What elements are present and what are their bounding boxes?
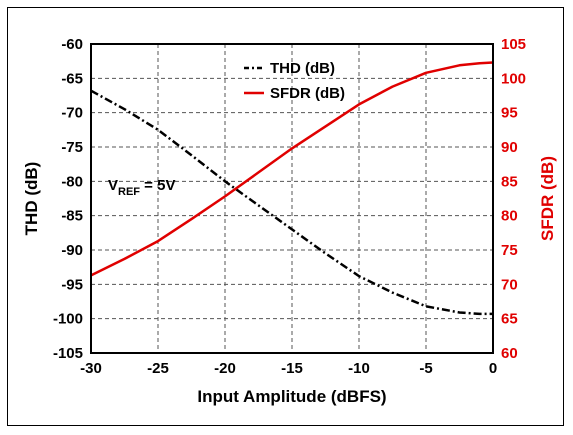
x-tick-label: -20: [214, 360, 236, 377]
y-left-tick-label: -75: [61, 139, 83, 156]
x-tick-label: -30: [80, 360, 102, 377]
series: [90, 61, 494, 316]
legend: THD (dB) SFDR (dB): [244, 60, 345, 102]
y-left-tick-label: -90: [61, 242, 83, 259]
y-right-tick-label: 65: [501, 311, 518, 328]
vref-main: V: [108, 177, 118, 194]
y-axis-label-left: THD (dB): [22, 162, 41, 236]
legend-label-1: SFDR (dB): [270, 85, 345, 102]
x-axis-label: Input Amplitude (dBFS): [197, 387, 386, 406]
x-tick-label: -10: [348, 360, 370, 377]
y-left-tick-label: -80: [61, 173, 83, 190]
grid: [91, 44, 493, 353]
y-left-tick-label: -85: [61, 208, 83, 225]
y-left-tick-label: -60: [61, 36, 83, 53]
y-right-tick-label: 85: [501, 173, 518, 190]
y-right-tick-label: 60: [501, 345, 518, 362]
x-tick-label: -15: [281, 360, 303, 377]
plot-area: [90, 43, 494, 354]
vref-subscript: REF: [118, 186, 140, 198]
y-right-tick-label: 75: [501, 242, 518, 259]
y-left-tick-label: -95: [61, 276, 83, 293]
y-left-tick-label: -70: [61, 105, 83, 122]
legend-label-0: THD (dB): [270, 60, 335, 77]
y-right-tick-label: 90: [501, 139, 518, 156]
x-tick-label: -25: [147, 360, 169, 377]
y-left-tick-label: -105: [53, 345, 83, 362]
figure-frame: [7, 7, 564, 426]
y-right-tick-label: 95: [501, 105, 518, 122]
series-line-0: [90, 89, 493, 316]
y-axis-label-right: SFDR (dB): [538, 156, 557, 241]
x-tick-label: -5: [419, 360, 432, 377]
y-right-tick-label: 70: [501, 276, 518, 293]
vref-annotation: VREF = 5V: [108, 177, 175, 198]
y-right-tick-label: 80: [501, 208, 518, 225]
y-left-tick-label: -100: [53, 311, 83, 328]
vref-value: = 5V: [140, 177, 175, 194]
x-tick-label: 0: [489, 360, 497, 377]
series-line-1: [90, 61, 494, 277]
y-left-tick-label: -65: [61, 70, 83, 87]
y-right-tick-label: 100: [501, 70, 526, 87]
y-right-tick-label: 105: [501, 36, 526, 53]
axis-ticks: -30 -25 -20 -15 -10 -5 0 -60 -65 -70 -75 -80 -85 -90 -…: [53, 36, 526, 377]
